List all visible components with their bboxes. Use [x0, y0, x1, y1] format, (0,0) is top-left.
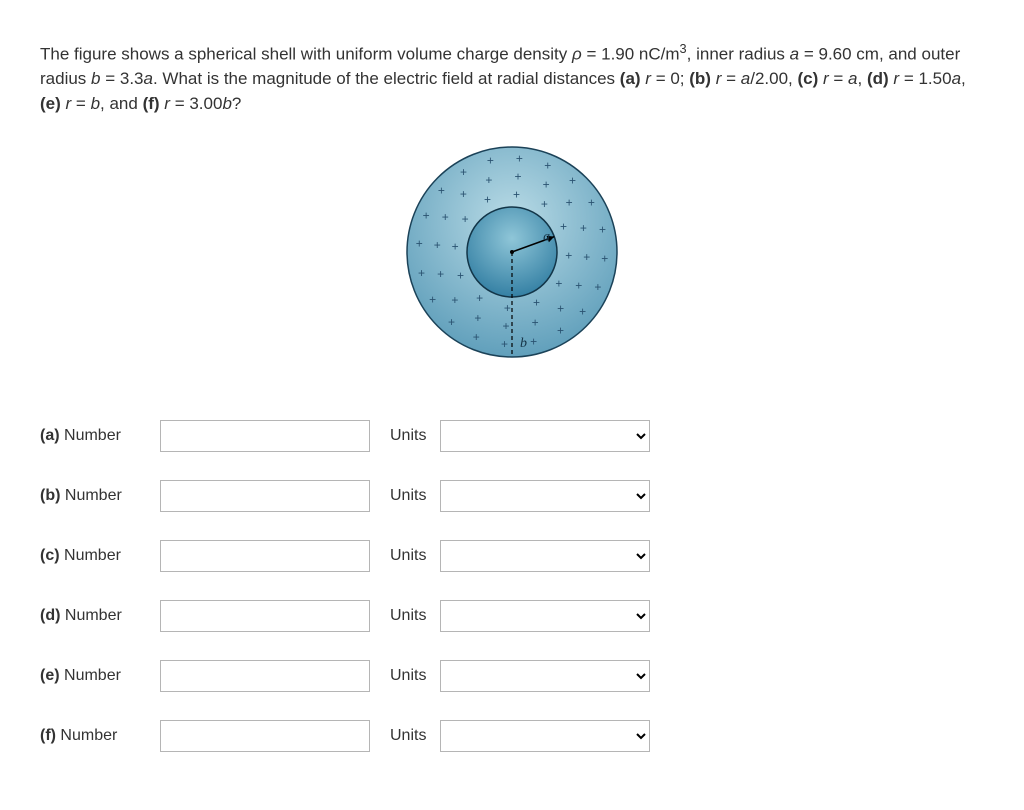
number-input-f[interactable]: [160, 720, 370, 752]
svg-text:+: +: [418, 265, 425, 279]
spherical-shell-figure: + + + + + + + + + + + + + + + + + + + + + + + + + + + + + + + + + + + + + + + +…: [397, 137, 627, 367]
svg-text:b: b: [520, 336, 527, 351]
svg-text:+: +: [448, 314, 455, 328]
units-select-c[interactable]: [440, 540, 650, 572]
units-label: Units: [370, 420, 440, 452]
svg-text:+: +: [476, 291, 483, 305]
svg-text:+: +: [594, 279, 601, 293]
svg-text:+: +: [457, 268, 464, 282]
svg-text:+: +: [557, 301, 564, 315]
svg-text:+: +: [434, 238, 441, 252]
svg-text:+: +: [438, 183, 445, 197]
units-label: Units: [370, 540, 440, 572]
svg-text:+: +: [474, 311, 481, 325]
part-number-label: (e) Number: [40, 660, 160, 692]
number-input-d[interactable]: [160, 600, 370, 632]
svg-text:+: +: [484, 192, 491, 206]
svg-text:+: +: [544, 158, 551, 172]
svg-text:+: +: [533, 295, 540, 309]
figure-container: + + + + + + + + + + + + + + + + + + + + + + + + + + + + + + + + + + + + + + + +…: [40, 137, 984, 367]
part-number-label: (d) Number: [40, 600, 160, 632]
svg-text:+: +: [543, 177, 550, 191]
svg-text:+: +: [504, 301, 511, 315]
units-select-d[interactable]: [440, 600, 650, 632]
units-label: Units: [370, 660, 440, 692]
svg-text:+: +: [501, 336, 508, 350]
answer-row: (d) Number Units: [40, 600, 650, 632]
answer-row: (c) Number Units: [40, 540, 650, 572]
units-label: Units: [370, 720, 440, 752]
svg-text:+: +: [575, 278, 582, 292]
part-number-label: (a) Number: [40, 420, 160, 452]
svg-text:+: +: [429, 292, 436, 306]
svg-text:+: +: [516, 151, 523, 165]
number-input-c[interactable]: [160, 540, 370, 572]
units-select-a[interactable]: [440, 420, 650, 452]
part-number-label: (f) Number: [40, 720, 160, 752]
svg-text:+: +: [532, 315, 539, 329]
svg-text:+: +: [599, 222, 606, 236]
svg-text:+: +: [452, 239, 459, 253]
number-input-e[interactable]: [160, 660, 370, 692]
svg-text:+: +: [569, 173, 576, 187]
units-select-f[interactable]: [440, 720, 650, 752]
svg-text:+: +: [514, 169, 521, 183]
answers-table: (a) NumberUnits(b) NumberUnits(c) Number…: [40, 392, 650, 780]
svg-text:+: +: [460, 164, 467, 178]
svg-text:+: +: [462, 211, 469, 225]
units-label: Units: [370, 600, 440, 632]
number-input-b[interactable]: [160, 480, 370, 512]
svg-text:+: +: [442, 210, 449, 224]
part-number-label: (c) Number: [40, 540, 160, 572]
svg-text:+: +: [560, 219, 567, 233]
svg-text:+: +: [423, 208, 430, 222]
units-label: Units: [370, 480, 440, 512]
svg-text:+: +: [513, 187, 520, 201]
answer-row: (e) Number Units: [40, 660, 650, 692]
svg-text:+: +: [487, 153, 494, 167]
part-number-label: (b) Number: [40, 480, 160, 512]
svg-text:+: +: [566, 195, 573, 209]
svg-text:+: +: [579, 304, 586, 318]
question-text: The figure shows a spherical shell with …: [40, 40, 984, 117]
svg-text:+: +: [502, 319, 509, 333]
svg-text:+: +: [588, 195, 595, 209]
svg-text:+: +: [530, 334, 537, 348]
svg-text:+: +: [437, 267, 444, 281]
number-input-a[interactable]: [160, 420, 370, 452]
svg-text:+: +: [580, 221, 587, 235]
answer-row: (f) Number Units: [40, 720, 650, 752]
svg-text:+: +: [473, 330, 480, 344]
answer-row: (b) Number Units: [40, 480, 650, 512]
svg-text:+: +: [557, 323, 564, 337]
svg-text:+: +: [555, 276, 562, 290]
svg-text:+: +: [541, 197, 548, 211]
units-select-b[interactable]: [440, 480, 650, 512]
svg-text:+: +: [416, 236, 423, 250]
svg-text:+: +: [583, 250, 590, 264]
units-select-e[interactable]: [440, 660, 650, 692]
svg-text:+: +: [451, 292, 458, 306]
svg-text:+: +: [565, 248, 572, 262]
svg-text:a: a: [543, 229, 550, 244]
svg-text:+: +: [460, 187, 467, 201]
answer-row: (a) Number Units: [40, 420, 650, 452]
svg-text:+: +: [485, 172, 492, 186]
svg-text:+: +: [601, 251, 608, 265]
